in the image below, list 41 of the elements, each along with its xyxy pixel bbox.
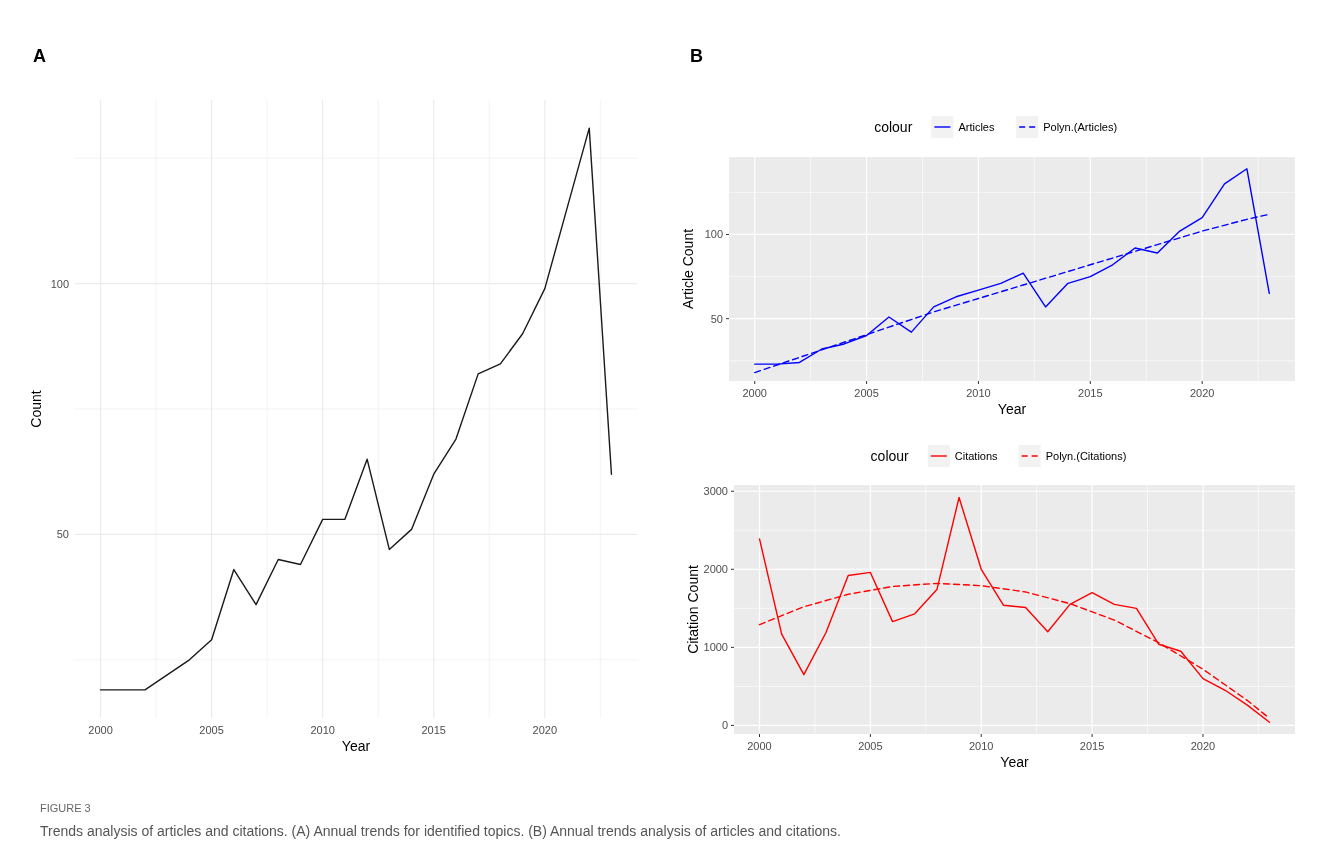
y-tick-label: 50 <box>56 528 69 541</box>
y-tick-label: 50 <box>710 312 723 325</box>
x-tick-label: 2000 <box>747 740 772 752</box>
x-axis-title: Year <box>341 738 371 754</box>
x-tick-label: 2005 <box>854 387 879 399</box>
legend-title: colour <box>874 119 913 135</box>
line-series <box>99 127 613 691</box>
y-tick-label: 0 <box>721 719 728 732</box>
x-tick-label: 2010 <box>969 740 994 752</box>
y-axis-title: Citation Count <box>685 565 701 654</box>
y-tick-label: 1000 <box>703 641 728 654</box>
y-axis-title: Count <box>28 390 44 428</box>
x-tick-label: 2000 <box>88 724 113 736</box>
x-tick-label: 2020 <box>1189 387 1215 399</box>
x-tick-label: 2015 <box>1078 387 1103 399</box>
legend-label: Polyn.(Articles) <box>1043 121 1118 133</box>
y-tick-label: 3000 <box>703 485 728 498</box>
line-series <box>758 496 1271 723</box>
legend-label: Articles <box>958 121 995 133</box>
x-tick-label: 2015 <box>1079 740 1105 752</box>
y-axis-title: Article Count <box>680 228 696 310</box>
y-tick-label: 100 <box>50 277 69 290</box>
x-tick-label: 2005 <box>199 724 224 736</box>
x-tick-label: 2020 <box>532 724 558 736</box>
y-tick-label: 100 <box>704 228 723 241</box>
y-tick-label: 2000 <box>703 563 728 576</box>
legend-label: Citations <box>954 450 999 462</box>
x-tick-label: 2005 <box>858 740 883 752</box>
x-tick-label: 2000 <box>742 387 767 399</box>
x-tick-label: 2010 <box>966 387 991 399</box>
chart-title: B <box>690 46 703 66</box>
x-tick-label: 2020 <box>1190 740 1216 752</box>
x-tick-label: 2015 <box>421 724 446 736</box>
x-tick-label: 2010 <box>310 724 335 736</box>
x-axis-title: Year <box>997 401 1027 417</box>
text: Trends analysis of articles and citations. (A) Annual trends for identified topics. (B) Annual trends analysis of articles and citations. <box>40 823 841 839</box>
legend-title: colour <box>870 448 910 464</box>
x-axis-title: Year <box>1000 754 1029 770</box>
caption: FIGURE 3 <box>40 802 91 814</box>
legend-label: Polyn.(Citations) <box>1045 450 1127 462</box>
chart-title: A <box>33 46 46 66</box>
